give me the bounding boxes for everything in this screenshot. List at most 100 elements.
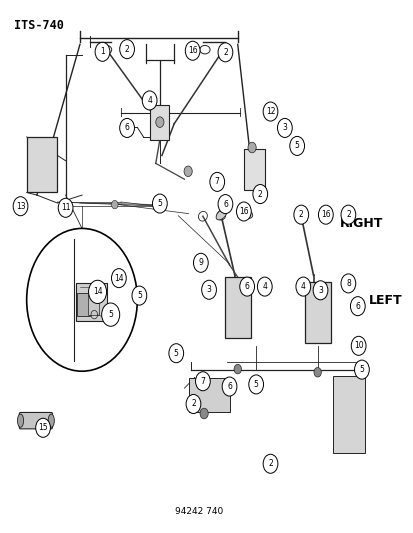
Ellipse shape — [295, 208, 306, 219]
Text: 16: 16 — [238, 207, 248, 216]
Text: 5: 5 — [173, 349, 178, 358]
Ellipse shape — [342, 209, 353, 220]
Bar — [77, 293, 90, 316]
Circle shape — [186, 394, 200, 414]
Bar — [305, 282, 330, 343]
FancyBboxPatch shape — [19, 413, 52, 429]
Text: 6: 6 — [223, 199, 227, 208]
Circle shape — [277, 118, 292, 138]
Circle shape — [58, 198, 73, 217]
Circle shape — [239, 277, 254, 296]
Circle shape — [102, 303, 119, 326]
Text: 6: 6 — [244, 282, 249, 291]
Circle shape — [295, 277, 310, 296]
Bar — [26, 137, 57, 192]
Circle shape — [263, 454, 277, 473]
Text: 10: 10 — [353, 341, 363, 350]
Text: 4: 4 — [262, 282, 266, 291]
Circle shape — [263, 102, 277, 121]
Ellipse shape — [320, 209, 330, 219]
Circle shape — [340, 274, 355, 293]
Text: 2: 2 — [257, 190, 262, 199]
Circle shape — [247, 142, 256, 153]
Circle shape — [111, 200, 118, 209]
Circle shape — [289, 136, 304, 156]
Text: 9: 9 — [198, 259, 203, 267]
Text: RIGHT: RIGHT — [339, 216, 382, 230]
Bar — [243, 149, 265, 190]
Text: 1: 1 — [100, 47, 104, 56]
Circle shape — [95, 42, 109, 61]
Text: 5: 5 — [253, 380, 258, 389]
Circle shape — [293, 205, 308, 224]
Text: 14: 14 — [93, 287, 102, 296]
Text: 6: 6 — [124, 124, 129, 132]
Circle shape — [312, 281, 327, 300]
Text: 3: 3 — [206, 285, 211, 294]
Text: 16: 16 — [320, 210, 330, 219]
Text: 8: 8 — [345, 279, 350, 288]
Text: 6: 6 — [227, 382, 231, 391]
Bar — [88, 294, 99, 314]
Circle shape — [340, 205, 355, 224]
Circle shape — [350, 336, 365, 356]
Circle shape — [185, 41, 199, 60]
Circle shape — [111, 269, 126, 288]
Circle shape — [193, 253, 208, 272]
Text: 2: 2 — [191, 400, 195, 408]
Text: 11: 11 — [61, 203, 70, 212]
Text: 6: 6 — [354, 302, 359, 311]
Circle shape — [155, 117, 164, 127]
Circle shape — [313, 368, 320, 377]
Circle shape — [222, 377, 236, 396]
Bar — [332, 376, 364, 453]
Circle shape — [195, 372, 210, 391]
Text: 5: 5 — [108, 310, 113, 319]
Text: 12: 12 — [265, 107, 275, 116]
Circle shape — [152, 194, 167, 213]
Text: LEFT: LEFT — [368, 294, 401, 308]
Text: 4: 4 — [300, 282, 305, 291]
Circle shape — [233, 365, 241, 374]
Text: 94242 740: 94242 740 — [174, 507, 222, 516]
Text: 3: 3 — [317, 286, 322, 295]
Text: 2: 2 — [223, 48, 227, 57]
Circle shape — [199, 408, 208, 419]
Circle shape — [169, 344, 183, 363]
Text: 5: 5 — [137, 291, 142, 300]
Text: 2: 2 — [345, 210, 350, 219]
Text: 14: 14 — [114, 273, 123, 282]
Circle shape — [157, 202, 164, 211]
Circle shape — [257, 277, 271, 296]
Text: ITS-740: ITS-740 — [14, 19, 64, 32]
Ellipse shape — [241, 209, 252, 219]
Ellipse shape — [48, 414, 54, 427]
Bar — [188, 377, 229, 412]
Circle shape — [36, 418, 50, 437]
Circle shape — [349, 297, 364, 316]
Text: 5: 5 — [294, 141, 299, 150]
Circle shape — [354, 360, 368, 379]
Circle shape — [218, 43, 232, 62]
Circle shape — [201, 280, 216, 300]
Text: 16: 16 — [188, 46, 197, 55]
Text: 7: 7 — [200, 377, 205, 386]
Circle shape — [268, 457, 275, 467]
Text: 13: 13 — [16, 201, 25, 211]
Circle shape — [218, 195, 232, 214]
Text: 3: 3 — [282, 124, 287, 132]
Circle shape — [252, 184, 267, 204]
Bar — [225, 277, 250, 338]
Circle shape — [184, 166, 192, 176]
Circle shape — [132, 286, 146, 305]
Circle shape — [26, 229, 137, 371]
Text: 5: 5 — [157, 199, 162, 208]
Text: 7: 7 — [214, 177, 219, 187]
Circle shape — [13, 197, 28, 216]
Text: 2: 2 — [268, 459, 272, 469]
Ellipse shape — [216, 209, 226, 220]
Bar — [76, 283, 106, 321]
Circle shape — [236, 202, 251, 221]
Circle shape — [209, 172, 224, 191]
Text: 2: 2 — [124, 45, 129, 54]
